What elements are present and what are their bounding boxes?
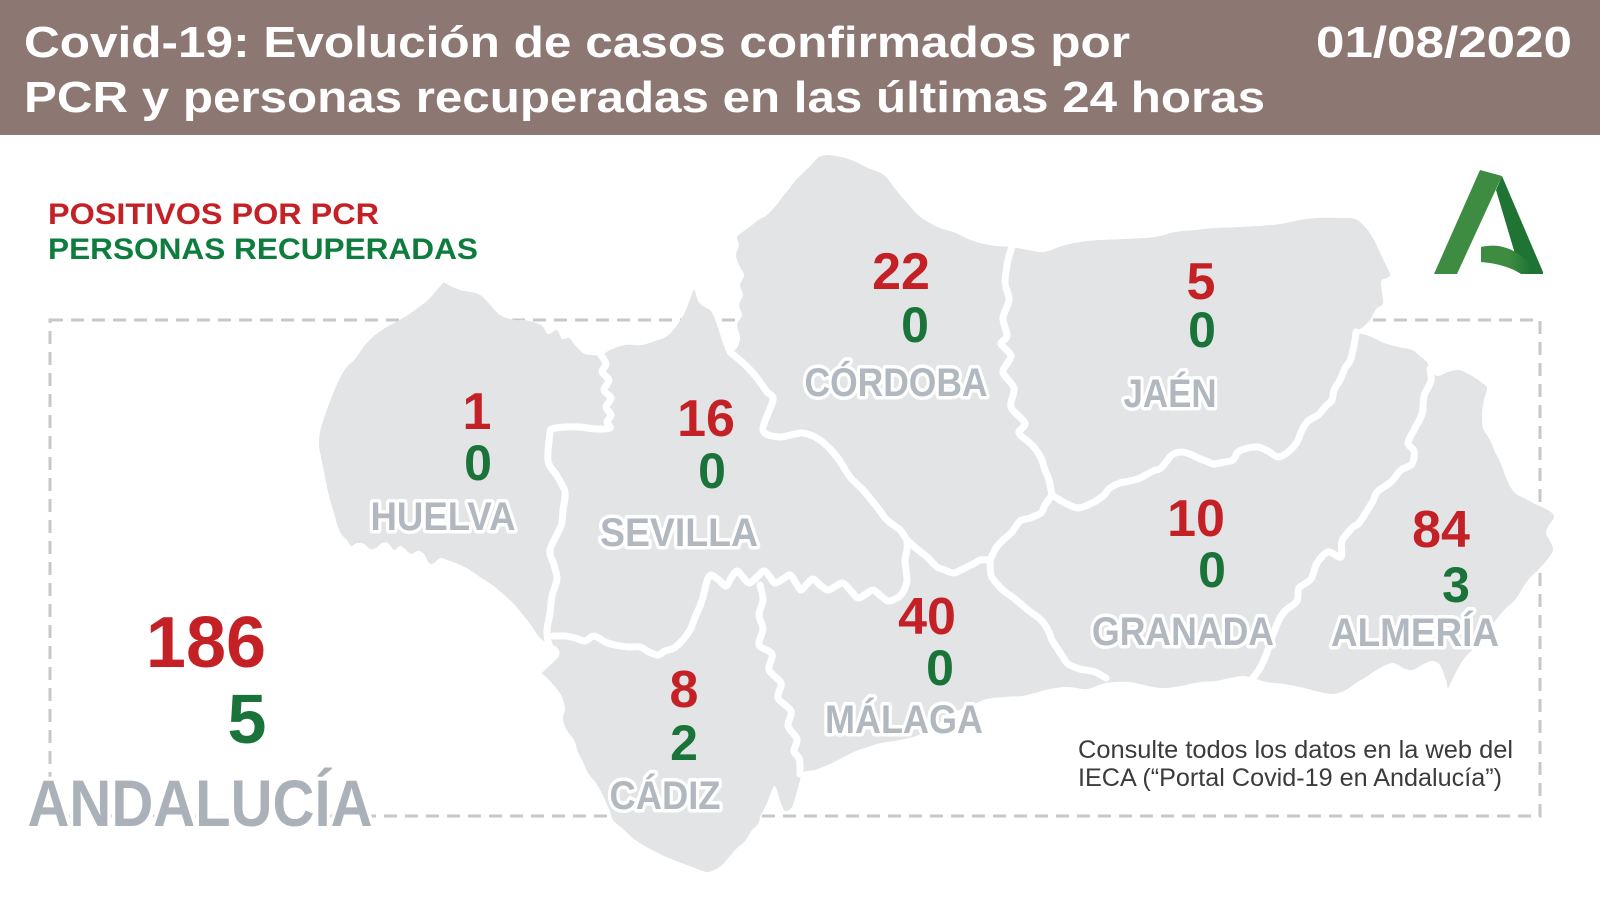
svg-text:10: 10 [1167,490,1225,548]
svg-text:POSITIVOS POR PCR: POSITIVOS POR PCR [48,198,379,231]
svg-text:CÁDIZ: CÁDIZ [610,773,721,818]
svg-text:JAÉN: JAÉN [1124,371,1217,416]
svg-text:GRANADA: GRANADA [1092,610,1274,654]
svg-text:186: 186 [146,603,266,683]
svg-text:2: 2 [670,715,698,771]
svg-text:0: 0 [1198,542,1226,598]
svg-text:HUELVA: HUELVA [371,495,516,539]
svg-text:CÓRDOBA: CÓRDOBA [805,359,988,405]
svg-text:1: 1 [463,383,492,441]
svg-text:8: 8 [670,661,699,719]
svg-text:Covid-19: Evolución de casos c: Covid-19: Evolución de casos confirmados… [24,18,1130,67]
svg-text:5: 5 [1187,253,1216,311]
svg-text:0: 0 [926,640,954,696]
svg-text:40: 40 [898,588,956,646]
svg-text:IECA (“Portal Covid-19 en Anda: IECA (“Portal Covid-19 en Andalucía”) [1078,764,1502,792]
svg-text:0: 0 [464,435,492,491]
svg-text:3: 3 [1442,557,1470,613]
svg-text:5: 5 [228,680,267,758]
svg-text:PERSONAS RECUPERADAS: PERSONAS RECUPERADAS [48,233,478,266]
svg-text:PCR y personas recuperadas en: PCR y personas recuperadas en las última… [24,73,1265,122]
svg-text:Consulte todos los datos en la: Consulte todos los datos en la web del [1078,736,1513,764]
svg-text:0: 0 [698,443,726,499]
svg-text:ANDALUCÍA: ANDALUCÍA [28,766,373,840]
svg-text:16: 16 [677,390,735,448]
svg-text:SEVILLA: SEVILLA [600,511,758,555]
svg-text:MÁLAGA: MÁLAGA [825,697,983,742]
svg-text:84: 84 [1412,501,1470,559]
svg-text:01/08/2020: 01/08/2020 [1316,18,1572,67]
svg-text:0: 0 [1188,302,1216,358]
svg-text:ALMERÍA: ALMERÍA [1331,610,1499,655]
svg-text:0: 0 [901,297,929,353]
svg-text:22: 22 [872,243,930,301]
